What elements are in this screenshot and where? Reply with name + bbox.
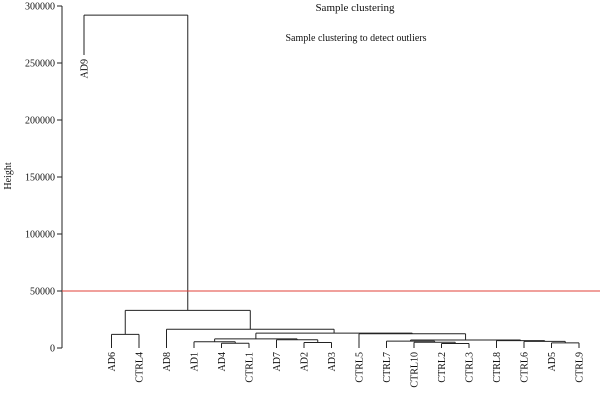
leaf-label-ctrl2: CTRL2: [437, 352, 448, 383]
leaf-label-ad5: AD5: [547, 352, 558, 371]
leaf-label-ad3: AD3: [327, 352, 338, 371]
leaf-label-ad9: AD9: [80, 59, 91, 78]
leaf-label-ad2: AD2: [300, 352, 311, 371]
leaf-label-ctrl9: CTRL9: [575, 352, 586, 383]
leaf-label-ad7: AD7: [272, 352, 283, 371]
leaf-label-ctrl5: CTRL5: [355, 352, 366, 383]
y-tick-label: 50000: [30, 287, 55, 298]
dendrogram-branches: [83, 14, 580, 348]
leaf-label-ctrl10: CTRL10: [410, 352, 421, 388]
y-tick-label: 200000: [25, 116, 55, 127]
leaf-label-ad6: AD6: [107, 352, 118, 371]
y-tick-label: 250000: [25, 59, 55, 70]
chart-title: Sample clustering: [315, 2, 395, 14]
leaf-label-ctrl4: CTRL4: [135, 352, 146, 383]
y-tick-label: 300000: [25, 2, 55, 13]
leaf-label-ctrl7: CTRL7: [382, 352, 393, 383]
leaf-label-ctrl1: CTRL1: [245, 352, 256, 383]
y-tick-label: 0: [50, 344, 55, 355]
leaf-label-ctrl8: CTRL8: [492, 352, 503, 383]
leaf-label-ad8: AD8: [162, 352, 173, 371]
leaf-label-ctrl3: CTRL3: [465, 352, 476, 383]
chart-subtitle: Sample clustering to detect outliers: [285, 33, 426, 44]
leaf-labels: AD9 AD6 CTRL4 AD8 AD1 AD4 CTRL1 AD7 AD2 AD3 CTRL5 C…: [80, 59, 586, 388]
y-axis-label: Height: [3, 162, 14, 189]
leaf-label-ad4: AD4: [217, 352, 228, 371]
y-axis: 0 50000 100000 150000 200000 250000 300000: [25, 2, 63, 355]
leaf-label-ad1: AD1: [190, 352, 201, 371]
leaf-label-ctrl6: CTRL6: [520, 352, 531, 383]
y-tick-label: 150000: [25, 173, 55, 184]
y-tick-label: 100000: [25, 230, 55, 241]
